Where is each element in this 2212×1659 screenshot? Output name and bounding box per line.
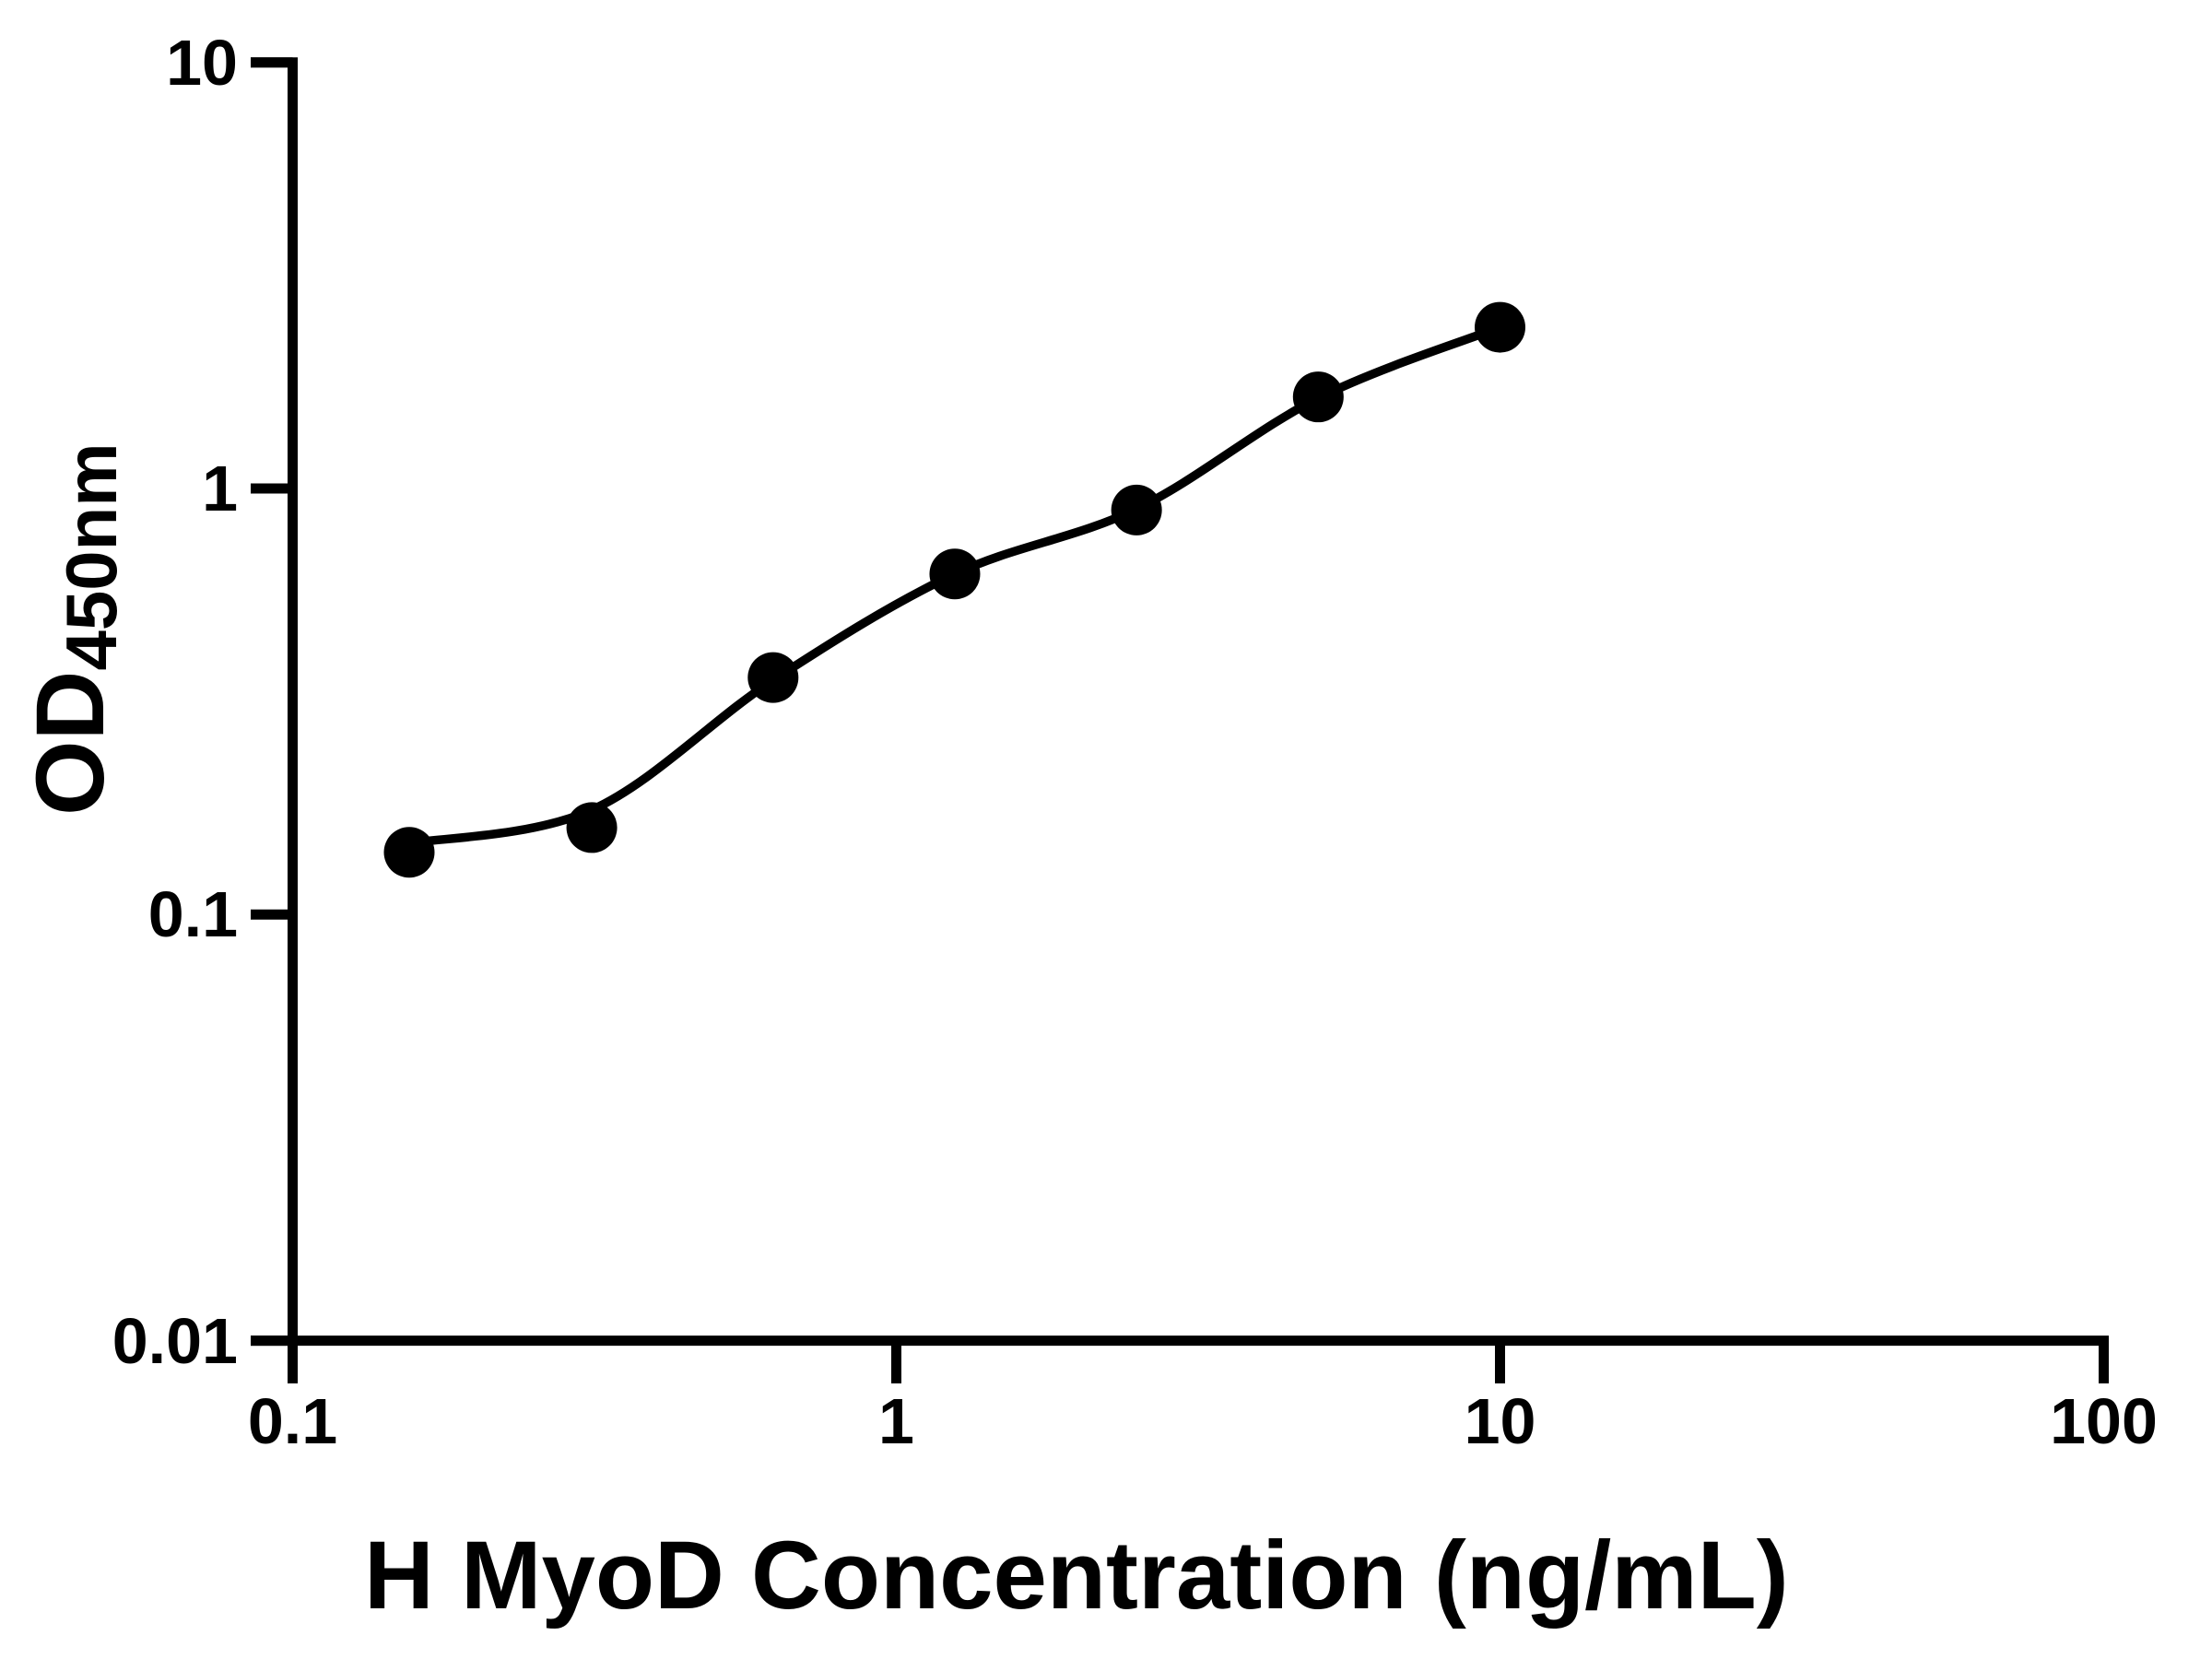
data-point-marker [747,652,799,703]
y-axis-line [251,57,298,1383]
y-tick-label: 0.1 [147,878,238,951]
data-point-marker [383,827,435,878]
y-axis-label-subscript: 450nm [51,442,132,671]
x-tick-label: 1 [878,1385,914,1457]
y-tick-label: 0.01 [112,1304,238,1377]
y-tick-label: 1 [202,453,238,524]
x-tick-label: 0.1 [247,1385,338,1457]
x-tick-label: 100 [2050,1385,2158,1457]
y-axis-label: OD450nm [17,442,132,817]
data-point-marker [929,548,981,600]
x-axis-line [251,1335,2109,1383]
x-axis-title: H MyoD Concentration (ng/mL) [364,1522,1789,1630]
x-tick-label: 10 [1464,1385,1536,1457]
data-point-marker [1111,484,1162,535]
y-tick-label: 10 [166,26,238,99]
data-point-marker [1475,301,1525,353]
y-axis-label-main: OD [17,670,124,817]
data-point-marker [1292,371,1344,423]
data-point-marker [566,802,618,853]
